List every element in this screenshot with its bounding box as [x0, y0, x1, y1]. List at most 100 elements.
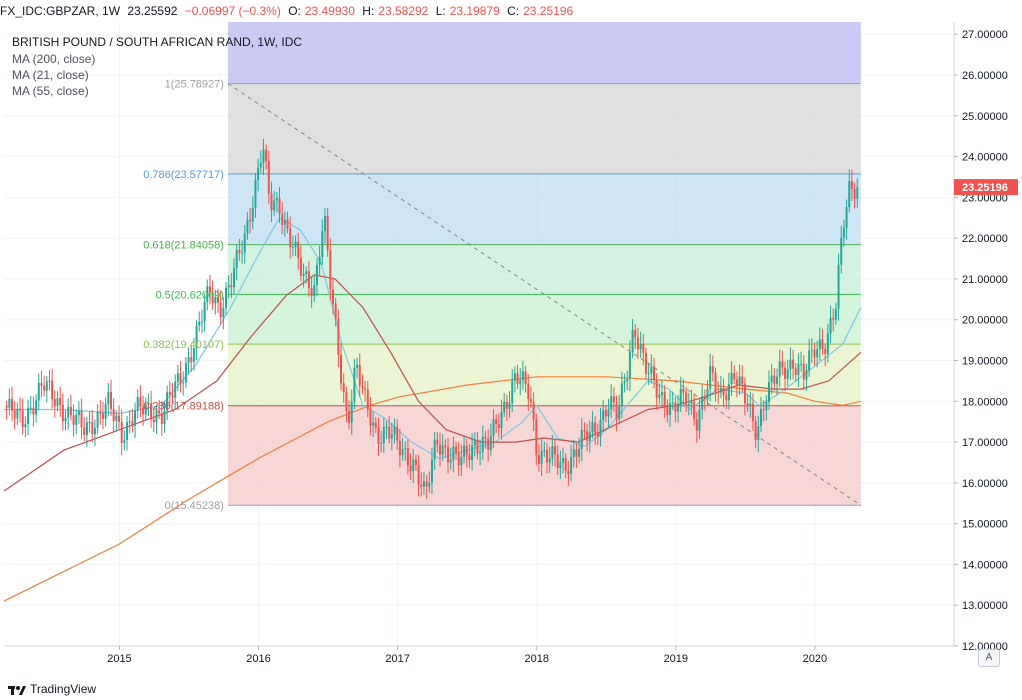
candle-body [821, 339, 824, 349]
candle-body [233, 268, 236, 288]
candle-body [430, 459, 433, 483]
candle-body [535, 419, 538, 456]
candle-body [163, 410, 166, 424]
candle-body [612, 396, 615, 403]
candle-body [564, 458, 567, 472]
candle-body [350, 401, 353, 423]
candle-body [278, 198, 281, 214]
fibonacci-retracement[interactable] [227, 22, 862, 506]
candle-body [64, 417, 67, 422]
candle-body [508, 402, 511, 409]
candle-body [463, 445, 466, 457]
candle-body [513, 373, 516, 381]
legend-ma21[interactable]: MA (21, close) [12, 68, 89, 82]
candle-body [315, 264, 318, 286]
price-chart[interactable]: 1(25.78927) 0.786(23.57717) 0.618(21.84058… [0, 0, 1022, 678]
candle-body [171, 394, 174, 398]
candle-body [390, 434, 393, 439]
candle-body [856, 187, 859, 199]
candle-body [32, 407, 35, 415]
candle-body [206, 286, 209, 302]
candle-body [813, 349, 816, 358]
candle-body [420, 484, 423, 487]
candle-body [270, 193, 273, 211]
candle-body [294, 241, 297, 248]
candle-body [666, 407, 669, 415]
y-tick-label: 27.00000 [962, 29, 1008, 41]
auto-scale-button[interactable]: A [978, 649, 1000, 667]
candle-body [733, 373, 736, 380]
candle-body [575, 449, 578, 457]
candle-body [703, 396, 706, 400]
fib-level-label: 0.5(20.62069) [155, 289, 224, 301]
candle-body [559, 462, 562, 469]
fib-level-label: 1(25.78927) [165, 79, 224, 91]
legend-ma200[interactable]: MA (200, close) [12, 52, 95, 66]
brand-name[interactable]: TradingView [30, 682, 97, 696]
candle-body [634, 330, 637, 338]
candle-body [305, 271, 308, 274]
symbol-header: FX_IDC:GBPZAR, 1W 23.25592 −0.06997 (−0.… [0, 0, 1022, 22]
candle-body [112, 408, 115, 421]
candle-body [623, 381, 626, 384]
candle-body [808, 350, 811, 371]
candle-body [337, 318, 340, 355]
candle-body [824, 348, 827, 354]
candle-body [249, 219, 252, 222]
candle-body [794, 368, 797, 375]
y-tick-label: 23.00000 [962, 192, 1008, 204]
candle-body [59, 398, 62, 405]
candle-body [842, 227, 845, 238]
candle-body [158, 410, 161, 414]
candle-body [594, 422, 597, 433]
candle-body [781, 361, 784, 368]
price-axis[interactable]: 12.0000013.0000014.0000015.0000016.00000… [954, 29, 1008, 653]
legend-ma55[interactable]: MA (55, close) [12, 84, 89, 98]
candle-body [53, 399, 56, 407]
candle-body [11, 398, 14, 411]
candle-body [749, 403, 752, 407]
candle-body [626, 378, 629, 382]
candle-body [465, 445, 468, 456]
candle-body [273, 200, 276, 211]
candle-body [307, 271, 310, 289]
fibonacci-labels: 1(25.78927) 0.786(23.57717) 0.618(21.84058… [143, 79, 224, 513]
candle-body [43, 385, 46, 391]
candle-body [476, 439, 479, 454]
candle-body [75, 415, 78, 425]
candle-body [717, 391, 720, 393]
candle-body [267, 161, 270, 194]
candle-body [452, 446, 455, 461]
candle-body [134, 410, 137, 426]
y-tick-label: 14.00000 [962, 559, 1008, 571]
candle-body [562, 458, 565, 463]
candle-body [366, 389, 369, 410]
candle-body [409, 465, 412, 472]
candle-body [372, 422, 375, 426]
candle-body [757, 426, 760, 440]
candle-body [487, 438, 490, 450]
candle-body [289, 228, 292, 248]
candle-body [238, 249, 241, 254]
candle-body [447, 447, 450, 463]
candle-body [412, 459, 415, 472]
x-tick-label: 2018 [524, 653, 548, 665]
candle-body [155, 410, 158, 423]
y-tick-label: 26.00000 [962, 70, 1008, 82]
x-tick-label: 2019 [664, 653, 688, 665]
symbol-label[interactable]: FX_IDC:GBPZAR, 1W [0, 4, 121, 18]
candle-body [636, 337, 639, 350]
candle-body [695, 419, 698, 431]
candle-body [845, 207, 848, 228]
candle-body [329, 250, 332, 290]
candle-body [147, 402, 150, 405]
candle-body [72, 415, 75, 425]
price-change: −0.06997 (−0.3%) [184, 4, 281, 18]
candle-body [203, 301, 206, 322]
time-axis[interactable]: 2015 2016 2017 2018 2019 2020 [107, 646, 827, 665]
candle-body [548, 458, 551, 463]
candle-body [484, 436, 487, 439]
candle-body [211, 292, 214, 304]
candle-body [16, 408, 19, 419]
candle-body [784, 367, 787, 379]
